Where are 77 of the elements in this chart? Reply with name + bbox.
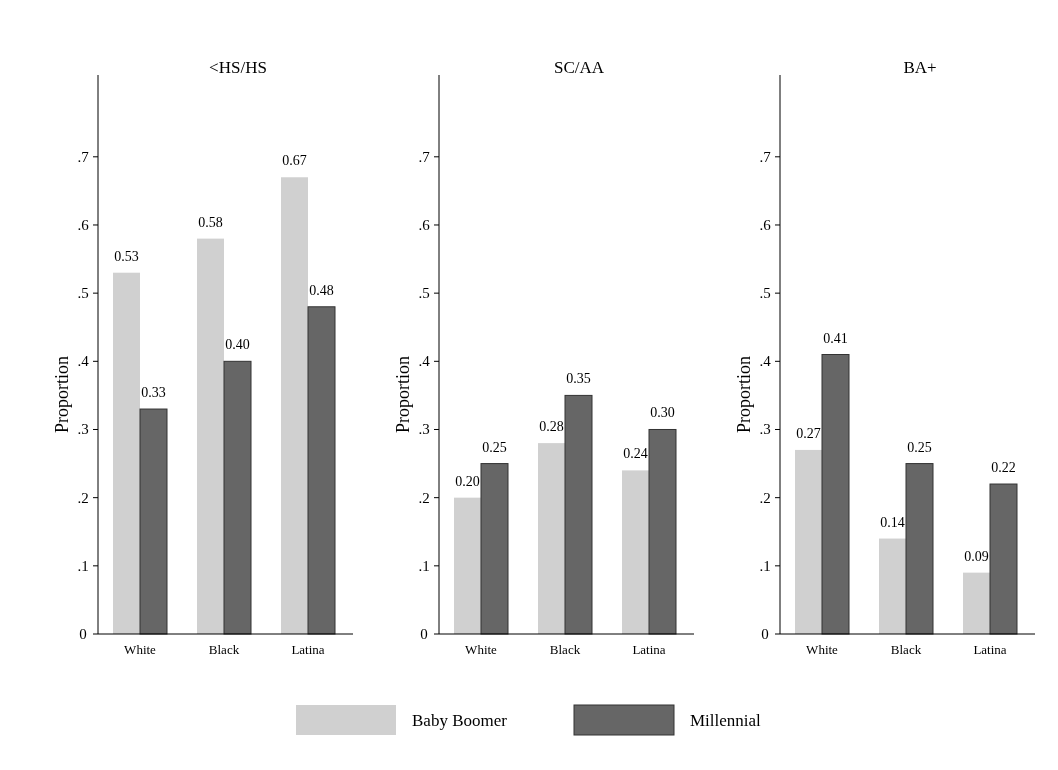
y-tick-label: .6 [77, 216, 90, 233]
y-tick-label: .7 [77, 148, 90, 165]
y-tick-label: .4 [418, 353, 431, 370]
x-tick-label: Latina [291, 642, 325, 657]
y-tick-label: 0 [420, 626, 428, 642]
bar [795, 449, 822, 634]
x-tick-label: White [124, 642, 157, 657]
data-label: 0.41 [823, 330, 848, 346]
x-tick-label: Latina [632, 642, 666, 657]
y-tick-label: .2 [759, 489, 771, 506]
data-label: 0.40 [225, 337, 250, 353]
y-tick-label: .6 [759, 216, 772, 233]
y-tick-label: .4 [759, 353, 772, 370]
bar [113, 272, 140, 634]
bar [480, 463, 509, 635]
y-tick-label: .6 [418, 216, 431, 233]
x-tick-label: Black [208, 642, 240, 657]
y-tick-label: .3 [77, 421, 89, 438]
data-label: 0.14 [880, 514, 905, 530]
x-tick-label: White [806, 642, 839, 657]
x-tick-label: Latina [973, 642, 1007, 657]
x-tick-label: Black [890, 642, 922, 657]
y-tick-label: .1 [77, 557, 89, 574]
bar [622, 470, 649, 634]
x-tick-label: White [465, 642, 498, 657]
y-tick-label: .3 [759, 421, 771, 438]
y-tick-label: .1 [759, 557, 771, 574]
y-tick-label: .4 [77, 353, 90, 370]
data-label: 0.09 [964, 548, 989, 564]
bar [281, 177, 308, 634]
y-tick-label: 0 [79, 626, 87, 642]
data-label: 0.33 [141, 385, 166, 401]
bar [648, 428, 677, 635]
y-axis-title: Proportion [393, 355, 413, 434]
bar [905, 463, 934, 635]
chart-title: <HS/HS [209, 58, 267, 77]
y-tick-label: 0 [761, 626, 769, 642]
bar [139, 408, 168, 635]
bar [564, 394, 593, 635]
y-tick-label: .7 [418, 148, 431, 165]
data-label: 0.53 [114, 248, 139, 264]
y-axis-title: Proportion [734, 355, 754, 434]
bar [454, 497, 481, 634]
data-label: 0.35 [566, 371, 591, 387]
y-tick-label: .2 [77, 489, 89, 506]
bar [307, 306, 336, 635]
x-tick-label: Black [549, 642, 581, 657]
y-tick-label: .1 [418, 557, 430, 574]
y-tick-label: .5 [759, 285, 771, 302]
y-tick-label: .2 [418, 489, 430, 506]
chart-title: SC/AA [553, 58, 605, 77]
bar [223, 360, 252, 635]
bar [963, 572, 990, 634]
data-label: 0.24 [623, 446, 648, 462]
data-label: 0.28 [539, 419, 564, 435]
y-tick-label: .5 [418, 285, 430, 302]
y-tick-label: .7 [759, 148, 772, 165]
data-label: 0.22 [991, 460, 1016, 476]
data-label: 0.67 [282, 153, 307, 169]
bar [538, 443, 565, 634]
chart-title: BA+ [903, 58, 937, 77]
bar [821, 354, 850, 635]
data-label: 0.48 [309, 282, 334, 298]
legend-entry: Millennial [573, 704, 761, 736]
data-label: 0.20 [455, 473, 480, 489]
data-label: 0.58 [198, 214, 223, 230]
bar [879, 538, 906, 634]
data-label: 0.27 [796, 425, 821, 441]
data-label: 0.30 [650, 405, 675, 421]
y-tick-label: .3 [418, 421, 430, 438]
data-label: 0.25 [907, 439, 932, 455]
bar [197, 238, 224, 634]
legend-entry: Baby Boomer [296, 705, 507, 735]
data-label: 0.25 [482, 439, 507, 455]
bar [989, 483, 1018, 635]
y-tick-label: .5 [77, 285, 89, 302]
y-axis-title: Proportion [52, 355, 72, 434]
